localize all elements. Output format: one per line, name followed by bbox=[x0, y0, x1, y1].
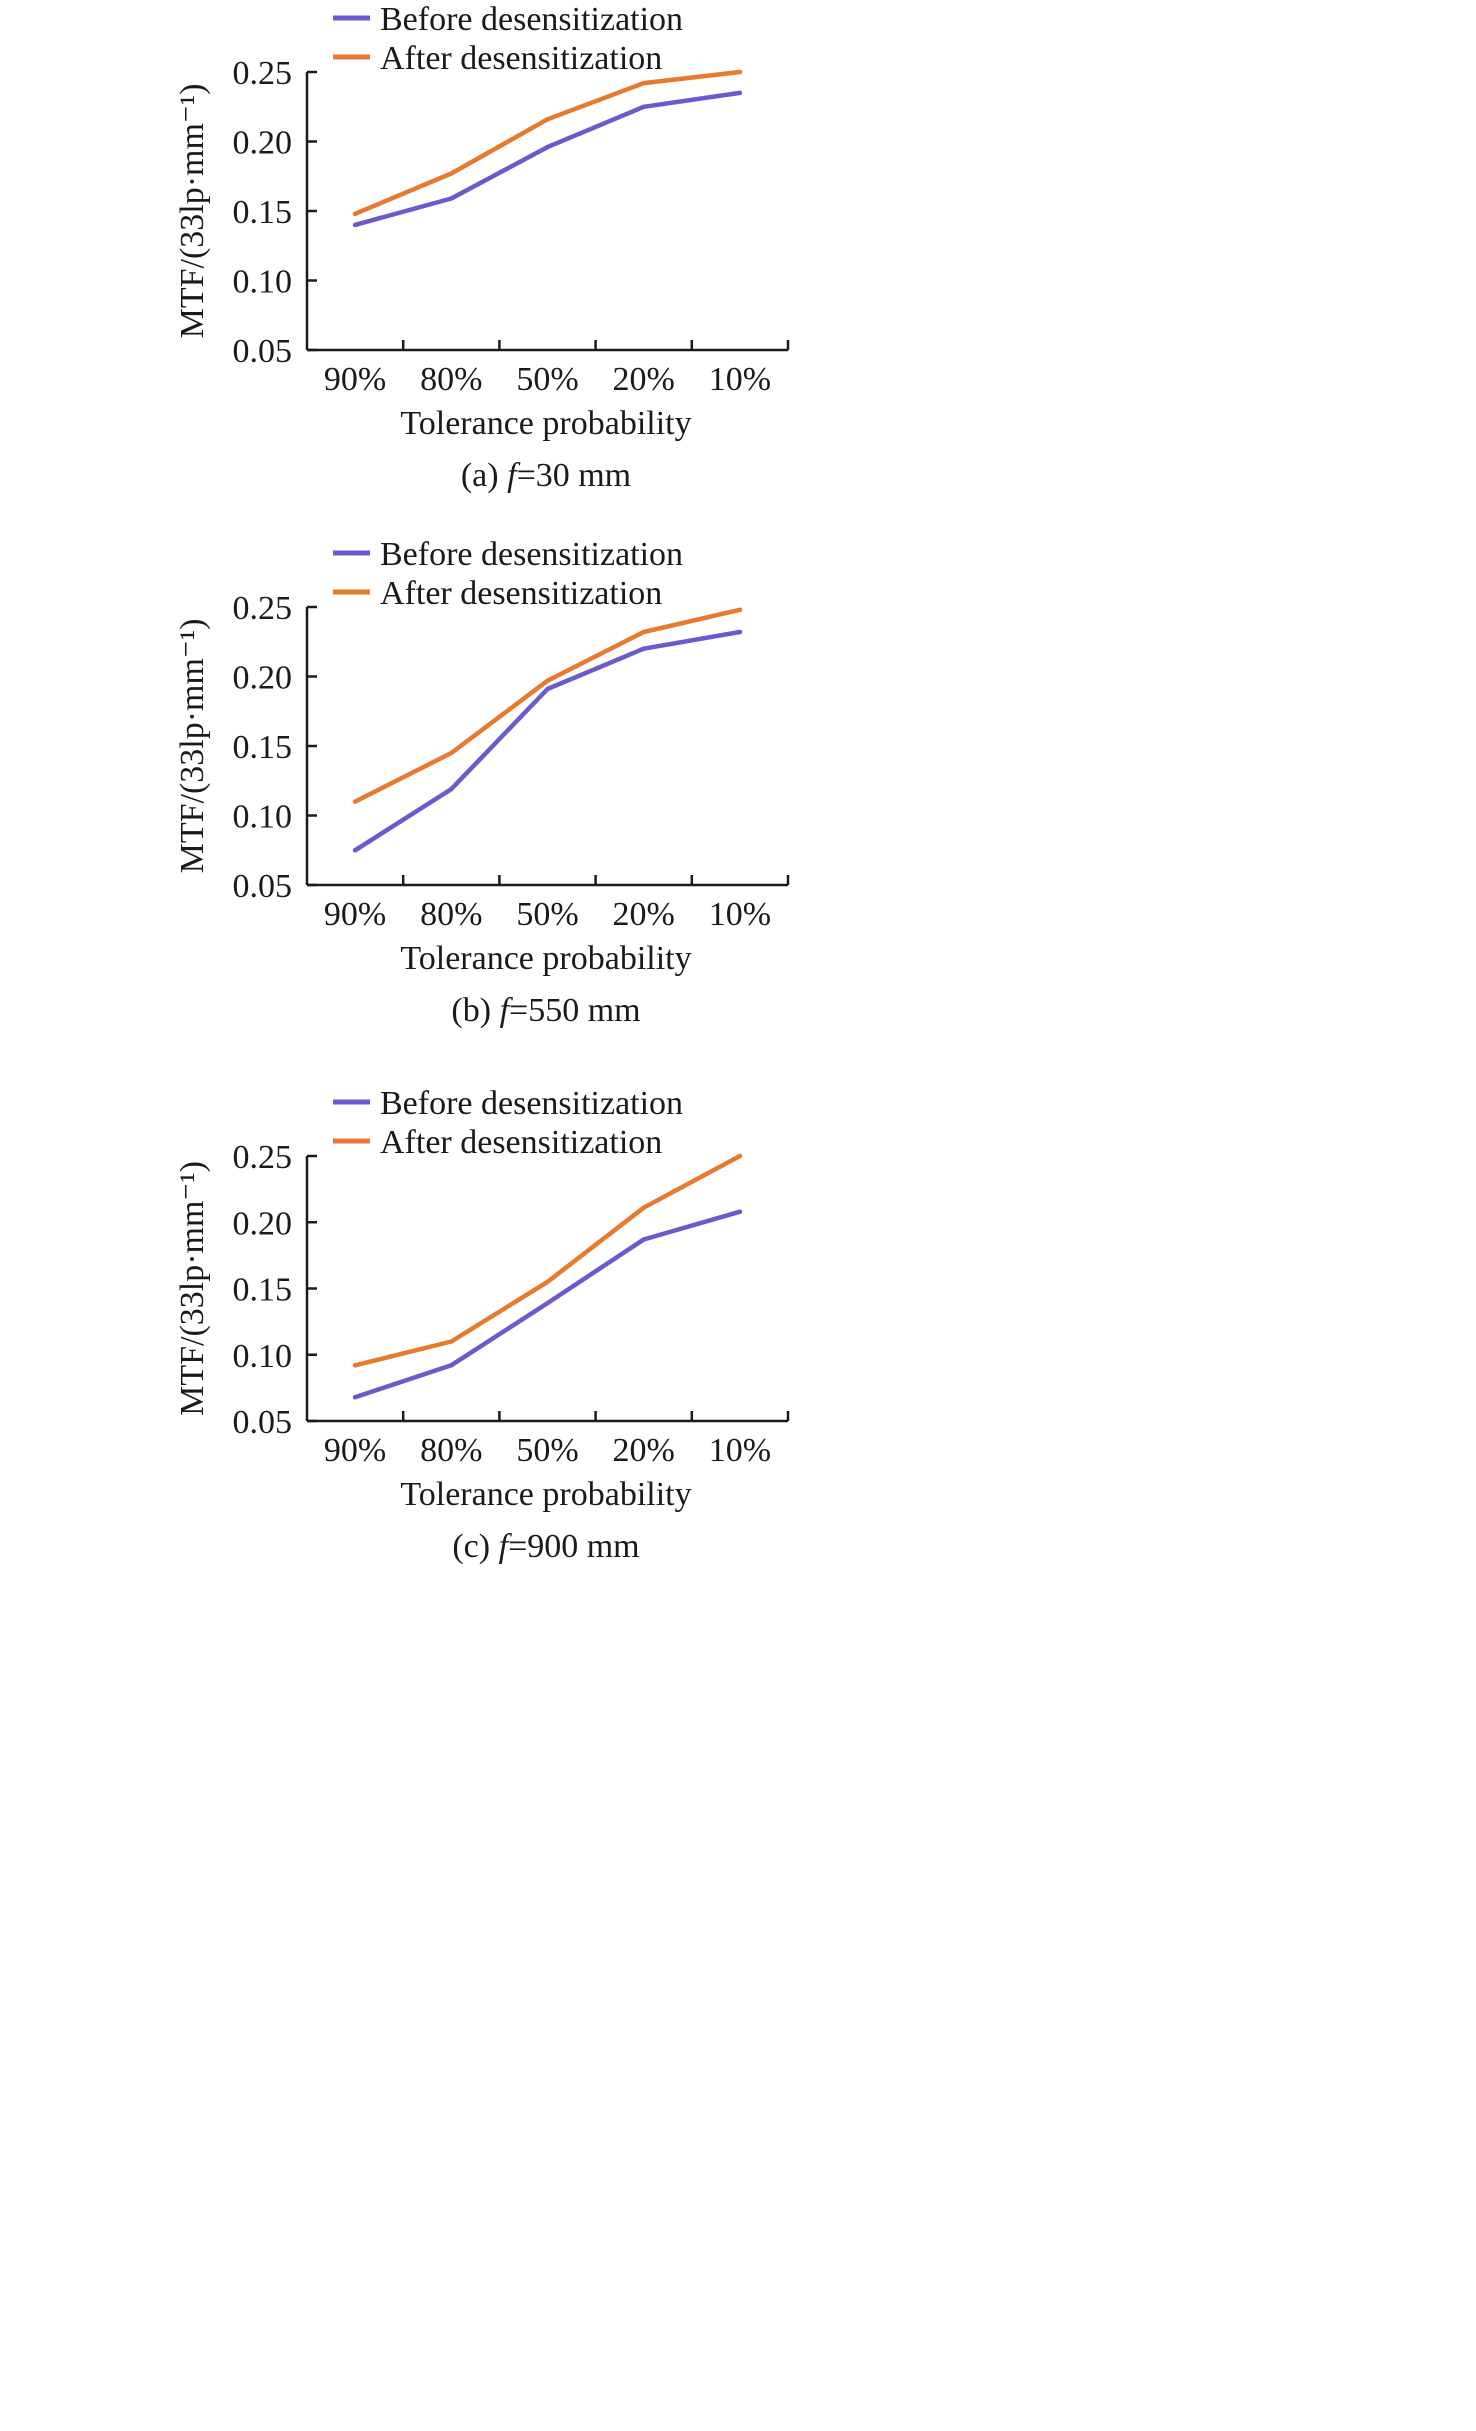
x-tick-label: 80% bbox=[420, 896, 482, 933]
legend-label: Before desensitization bbox=[380, 536, 683, 573]
x-tick-label: 90% bbox=[324, 896, 386, 933]
x-tick-label: 50% bbox=[516, 896, 578, 933]
x-tick-label: 20% bbox=[613, 1432, 675, 1469]
data-point bbox=[449, 1363, 454, 1368]
y-tick-label: 0.05 bbox=[233, 333, 293, 370]
data-point bbox=[545, 117, 550, 122]
data-point bbox=[545, 1279, 550, 1285]
series-line bbox=[352, 69, 743, 217]
data-point bbox=[449, 196, 454, 201]
data-point bbox=[352, 222, 358, 228]
data-point bbox=[737, 90, 743, 96]
data-point bbox=[737, 1209, 743, 1214]
data-point bbox=[449, 1339, 454, 1344]
x-axis-title: Tolerance probability bbox=[400, 1476, 691, 1513]
series-line bbox=[352, 1153, 743, 1368]
x-axis-title: Tolerance probability bbox=[400, 405, 691, 442]
y-tick-label: 0.10 bbox=[233, 799, 293, 836]
x-axis-title: Tolerance probability bbox=[400, 940, 691, 977]
x-tick-label: 50% bbox=[516, 361, 578, 398]
data-point bbox=[641, 1205, 646, 1210]
y-tick-label: 0.05 bbox=[233, 1404, 293, 1441]
x-tick-label: 50% bbox=[516, 1432, 578, 1469]
y-tick-label: 0.05 bbox=[233, 868, 293, 905]
y-axis-title: MTF/(33lp·mm⁻¹) bbox=[174, 619, 211, 874]
x-tick-label: 80% bbox=[420, 361, 482, 398]
x-tick-label: 10% bbox=[709, 361, 771, 398]
data-point bbox=[545, 686, 550, 692]
caption-prefix: (a) bbox=[461, 457, 507, 494]
data-point bbox=[737, 629, 743, 635]
data-point bbox=[449, 171, 454, 176]
chart-caption: (a) f=30 mm bbox=[461, 457, 631, 494]
y-tick-label: 0.25 bbox=[233, 55, 293, 92]
chart-caption: (b) f=550 mm bbox=[451, 992, 640, 1029]
x-tick-label: 10% bbox=[709, 1432, 771, 1469]
y-axis-title: MTF/(33lp·mm⁻¹) bbox=[174, 84, 211, 339]
data-point bbox=[641, 629, 646, 635]
series-line bbox=[352, 607, 743, 804]
series-after bbox=[352, 1153, 743, 1368]
legend-label: Before desensitization bbox=[380, 1, 683, 38]
data-point bbox=[352, 1394, 358, 1400]
caption-suffix: =550 mm bbox=[509, 992, 641, 1029]
data-point bbox=[737, 607, 743, 612]
y-tick-label: 0.20 bbox=[233, 125, 293, 162]
series-after bbox=[352, 69, 743, 217]
y-tick-label: 0.10 bbox=[233, 264, 293, 301]
legend-label: After desensitization bbox=[380, 1124, 662, 1161]
y-tick-label: 0.20 bbox=[233, 1205, 293, 1242]
data-point bbox=[641, 104, 646, 109]
y-tick-label: 0.10 bbox=[233, 1338, 293, 1375]
x-tick-label: 80% bbox=[420, 1432, 482, 1469]
data-point bbox=[641, 1237, 646, 1242]
caption-prefix: (c) bbox=[452, 1528, 498, 1565]
x-tick-label: 10% bbox=[709, 896, 771, 933]
series-after bbox=[352, 607, 743, 804]
chart-caption: (c) f=900 mm bbox=[452, 1528, 639, 1565]
data-point bbox=[545, 678, 550, 683]
x-tick-label: 20% bbox=[613, 361, 675, 398]
series-line bbox=[352, 629, 743, 853]
y-tick-label: 0.25 bbox=[233, 590, 293, 627]
data-point bbox=[737, 1153, 743, 1159]
data-point bbox=[641, 646, 646, 651]
data-point bbox=[352, 211, 358, 216]
caption-suffix: =30 mm bbox=[517, 457, 632, 494]
x-tick-label: 90% bbox=[324, 1432, 386, 1469]
legend-label: Before desensitization bbox=[380, 1085, 683, 1122]
data-point bbox=[545, 144, 550, 150]
caption-prefix: (b) bbox=[451, 992, 499, 1029]
data-point bbox=[641, 80, 646, 86]
y-tick-label: 0.15 bbox=[233, 194, 293, 231]
legend-label: After desensitization bbox=[380, 40, 662, 77]
data-point bbox=[352, 799, 358, 804]
data-point bbox=[737, 69, 743, 75]
y-axis-title: MTF/(33lp·mm⁻¹) bbox=[174, 1161, 211, 1416]
y-tick-label: 0.25 bbox=[233, 1139, 293, 1176]
data-point bbox=[449, 786, 454, 792]
caption-suffix: =900 mm bbox=[508, 1528, 640, 1565]
series-before bbox=[352, 90, 743, 228]
data-point bbox=[449, 750, 454, 756]
x-tick-label: 90% bbox=[324, 361, 386, 398]
legend-label: After desensitization bbox=[380, 575, 662, 612]
series-line bbox=[352, 90, 743, 228]
y-tick-label: 0.15 bbox=[233, 1272, 293, 1309]
series-before bbox=[352, 1209, 743, 1400]
data-point bbox=[545, 1300, 550, 1306]
x-tick-label: 20% bbox=[613, 896, 675, 933]
y-tick-label: 0.20 bbox=[233, 660, 293, 697]
y-tick-label: 0.15 bbox=[233, 729, 293, 766]
data-point bbox=[352, 848, 358, 853]
series-before bbox=[352, 629, 743, 853]
data-point bbox=[352, 1363, 358, 1368]
